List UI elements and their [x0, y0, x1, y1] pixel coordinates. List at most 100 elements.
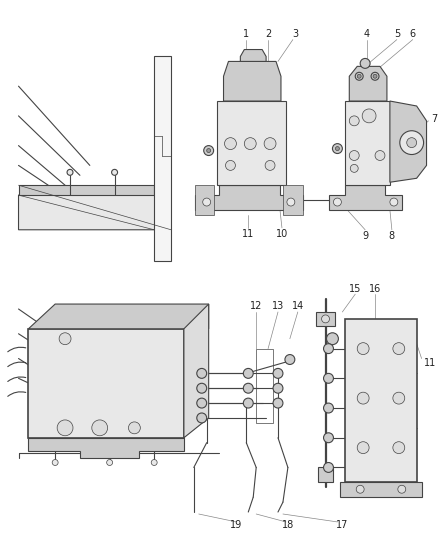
Circle shape — [203, 198, 211, 206]
Circle shape — [321, 315, 329, 323]
Text: 1: 1 — [243, 29, 249, 39]
Polygon shape — [318, 467, 333, 482]
Text: 4: 4 — [364, 29, 370, 39]
Text: 5: 5 — [394, 29, 400, 39]
Polygon shape — [154, 56, 171, 262]
Circle shape — [398, 485, 406, 493]
Circle shape — [324, 403, 333, 413]
Circle shape — [349, 150, 359, 160]
Circle shape — [324, 374, 333, 383]
Circle shape — [197, 368, 207, 378]
Circle shape — [357, 442, 369, 454]
Circle shape — [350, 164, 358, 172]
Circle shape — [225, 138, 237, 150]
Circle shape — [326, 333, 339, 345]
Polygon shape — [28, 329, 184, 438]
Polygon shape — [18, 195, 169, 230]
Circle shape — [273, 398, 283, 408]
Polygon shape — [28, 304, 208, 329]
Circle shape — [355, 72, 363, 80]
Circle shape — [273, 368, 283, 378]
Polygon shape — [329, 185, 402, 210]
Circle shape — [333, 198, 341, 206]
Polygon shape — [316, 312, 336, 326]
Text: 12: 12 — [250, 301, 262, 311]
Text: 8: 8 — [389, 231, 395, 241]
Polygon shape — [345, 319, 417, 482]
Circle shape — [324, 433, 333, 443]
Polygon shape — [240, 50, 266, 61]
Circle shape — [151, 459, 157, 465]
Polygon shape — [195, 185, 214, 215]
Circle shape — [373, 74, 377, 78]
Polygon shape — [216, 101, 286, 185]
Polygon shape — [184, 304, 208, 438]
Circle shape — [375, 150, 385, 160]
Polygon shape — [28, 438, 184, 457]
Text: 19: 19 — [230, 520, 243, 530]
Text: 9: 9 — [362, 231, 368, 241]
Text: 13: 13 — [272, 301, 284, 311]
Circle shape — [273, 383, 283, 393]
Circle shape — [357, 392, 369, 404]
Circle shape — [107, 459, 113, 465]
Text: 6: 6 — [410, 29, 416, 39]
Circle shape — [393, 392, 405, 404]
Circle shape — [324, 463, 333, 472]
Circle shape — [265, 160, 275, 171]
Text: 7: 7 — [431, 114, 438, 124]
Circle shape — [226, 160, 235, 171]
Circle shape — [324, 344, 333, 353]
Polygon shape — [18, 185, 154, 195]
Circle shape — [197, 383, 207, 393]
Circle shape — [357, 74, 361, 78]
Text: 15: 15 — [349, 284, 361, 294]
Circle shape — [362, 109, 376, 123]
Circle shape — [371, 72, 379, 80]
Circle shape — [356, 485, 364, 493]
Circle shape — [287, 198, 295, 206]
Circle shape — [244, 383, 253, 393]
Text: 17: 17 — [336, 520, 349, 530]
Circle shape — [57, 420, 73, 436]
Circle shape — [332, 143, 343, 154]
Circle shape — [393, 442, 405, 454]
Polygon shape — [223, 61, 281, 101]
Text: 10: 10 — [276, 229, 288, 239]
Circle shape — [285, 354, 295, 365]
Polygon shape — [345, 101, 390, 185]
Text: 11: 11 — [424, 359, 436, 368]
Circle shape — [264, 138, 276, 150]
Circle shape — [336, 147, 339, 150]
Polygon shape — [195, 185, 303, 210]
Circle shape — [400, 131, 424, 155]
Circle shape — [244, 138, 256, 150]
Circle shape — [390, 198, 398, 206]
Circle shape — [197, 413, 207, 423]
Polygon shape — [283, 185, 303, 215]
Polygon shape — [340, 482, 422, 497]
Circle shape — [67, 169, 73, 175]
Circle shape — [112, 169, 117, 175]
Circle shape — [92, 420, 108, 436]
Circle shape — [204, 146, 214, 156]
Circle shape — [360, 59, 370, 68]
Circle shape — [207, 149, 211, 152]
Circle shape — [244, 398, 253, 408]
Text: 3: 3 — [293, 29, 299, 39]
Text: 11: 11 — [242, 229, 254, 239]
Text: 16: 16 — [369, 284, 381, 294]
Polygon shape — [390, 101, 427, 182]
Polygon shape — [349, 67, 387, 101]
Circle shape — [349, 116, 359, 126]
Text: 2: 2 — [265, 29, 271, 39]
Circle shape — [393, 343, 405, 354]
Text: 18: 18 — [282, 520, 294, 530]
Text: 14: 14 — [292, 301, 304, 311]
Circle shape — [407, 138, 417, 148]
Circle shape — [197, 398, 207, 408]
Circle shape — [52, 459, 58, 465]
Circle shape — [128, 422, 140, 434]
Circle shape — [244, 368, 253, 378]
Circle shape — [357, 343, 369, 354]
